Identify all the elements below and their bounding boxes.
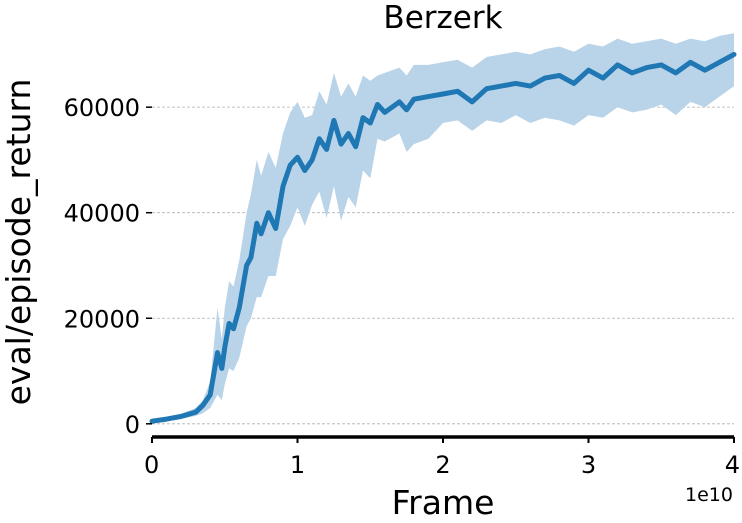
x-offset-label: 1e10 [685,484,733,506]
confidence-band [152,33,734,423]
x-tick-label: 3 [581,451,596,479]
y-tick-label: 60000 [64,94,140,122]
y-tick-label: 40000 [64,200,140,228]
y-axis-label: eval/episode_return [0,79,38,406]
x-tick-label: 1 [290,451,305,479]
y-ticks: 0 20000 40000 60000 [64,94,152,439]
x-tick-label: 4 [725,451,740,479]
x-tick-label: 2 [435,451,450,479]
x-ticks: 0 1 2 3 4 [144,437,740,479]
y-tick-label: 0 [125,411,140,439]
x-axis-label: Frame [392,483,495,522]
chart-title: Berzerk [383,0,502,36]
x-tick-label: 0 [144,451,159,479]
y-tick-label: 20000 [64,305,140,333]
series-line [149,51,737,424]
